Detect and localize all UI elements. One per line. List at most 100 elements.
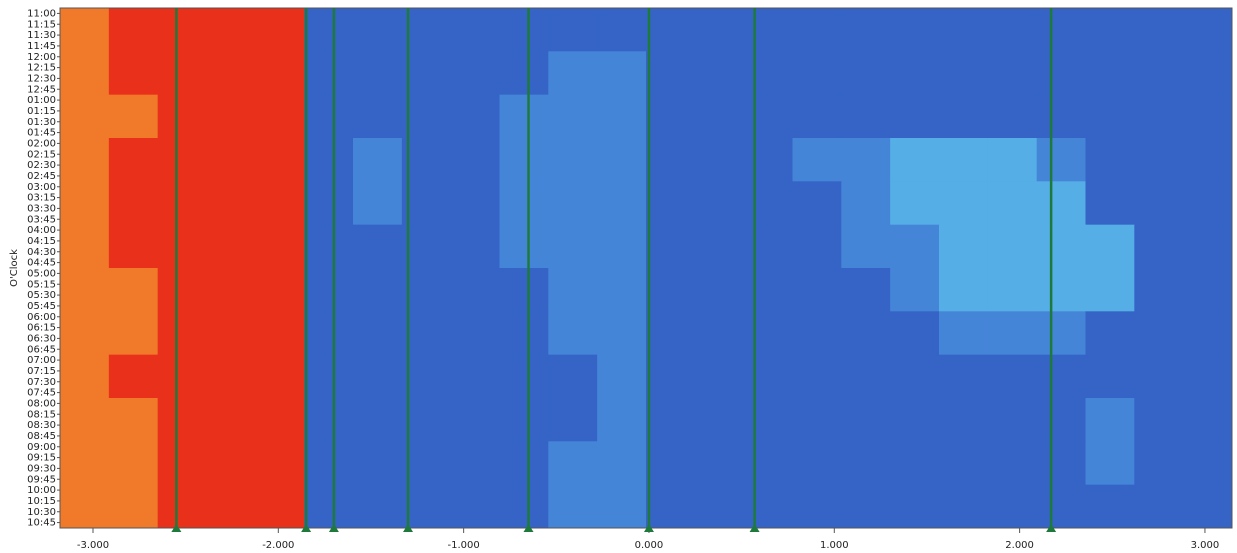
heat-cell: [793, 51, 842, 95]
heat-cell: [1037, 355, 1086, 399]
heat-cell: [1037, 181, 1086, 225]
heat-cell: [988, 51, 1037, 95]
y-tick-label: 09:00: [27, 442, 56, 453]
heat-cell: [500, 51, 549, 95]
heat-cell: [646, 51, 695, 95]
heat-cell: [60, 95, 109, 139]
heat-cell: [60, 398, 109, 442]
heat-cell: [793, 398, 842, 442]
heat-cell: [451, 51, 500, 95]
heat-cell: [744, 8, 793, 52]
heat-cell: [451, 8, 500, 52]
heat-cell: [841, 398, 890, 442]
heat-cell: [1183, 311, 1232, 355]
heat-cell: [1037, 51, 1086, 95]
heat-cell: [158, 8, 207, 52]
heat-cell: [255, 138, 304, 182]
heat-cell: [158, 311, 207, 355]
heat-cell: [1134, 8, 1183, 52]
y-tick-label: 08:45: [27, 431, 56, 442]
heat-cell: [109, 8, 158, 52]
heat-cell: [695, 441, 744, 485]
heat-cell: [60, 8, 109, 52]
heat-cell: [793, 355, 842, 399]
y-tick-label: 03:30: [27, 203, 56, 214]
heat-cell: [988, 8, 1037, 52]
heat-cell: [646, 355, 695, 399]
heat-cell: [207, 51, 256, 95]
heat-cell: [646, 138, 695, 182]
heat-cell: [1134, 398, 1183, 442]
heat-cell: [304, 441, 353, 485]
heat-cell: [939, 181, 988, 225]
y-tick-label: 01:45: [27, 128, 56, 139]
heat-cell: [353, 95, 402, 139]
heat-cell: [1037, 398, 1086, 442]
heat-cell: [646, 181, 695, 225]
y-tick-label: 05:45: [27, 301, 56, 312]
heat-cell: [1086, 8, 1135, 52]
heat-cell: [255, 181, 304, 225]
heat-cell: [890, 268, 939, 312]
y-tick-label: 06:00: [27, 312, 56, 323]
heat-cell: [451, 398, 500, 442]
heat-cell: [841, 485, 890, 529]
heat-cell: [841, 355, 890, 399]
heat-cell: [939, 398, 988, 442]
x-tick-label: -2.000: [262, 540, 294, 551]
heat-cell: [1086, 95, 1135, 139]
y-tick-label: 02:30: [27, 160, 56, 171]
heat-cell: [1037, 8, 1086, 52]
heat-cell: [500, 311, 549, 355]
heat-cell: [548, 268, 597, 312]
heat-cell: [548, 441, 597, 485]
heat-cell: [597, 181, 646, 225]
heat-cell: [841, 51, 890, 95]
heat-cell: [744, 398, 793, 442]
heat-cell: [841, 441, 890, 485]
heat-cell: [939, 95, 988, 139]
heat-cell: [500, 181, 549, 225]
heat-cell: [1183, 268, 1232, 312]
heat-cell: [646, 485, 695, 529]
y-tick-label: 11:45: [27, 41, 56, 52]
heat-cell: [597, 441, 646, 485]
heat-cell: [60, 138, 109, 182]
heat-cell: [548, 355, 597, 399]
y-tick-label: 01:15: [27, 106, 56, 117]
heat-cell: [500, 138, 549, 182]
y-tick-label: 09:15: [27, 453, 56, 464]
heat-cell: [353, 441, 402, 485]
heat-cell: [988, 95, 1037, 139]
y-tick-label: 09:30: [27, 463, 56, 474]
x-tick-label: -1.000: [448, 540, 480, 551]
chart: O'Clock 11:0011:1511:3011:4512:0012:1512…: [0, 0, 1237, 553]
heat-cell: [597, 485, 646, 529]
heat-cell: [158, 355, 207, 399]
heat-cell: [353, 311, 402, 355]
heat-cell: [353, 485, 402, 529]
heat-cell: [255, 485, 304, 529]
heat-cell: [890, 95, 939, 139]
heat-cell: [1086, 355, 1135, 399]
heat-cell: [939, 355, 988, 399]
heat-cell: [500, 268, 549, 312]
heat-cell: [1037, 311, 1086, 355]
heat-cell: [548, 485, 597, 529]
heat-cell: [255, 95, 304, 139]
heat-cell: [1134, 95, 1183, 139]
heat-cell: [695, 138, 744, 182]
y-tick-label: 10:15: [27, 496, 56, 507]
heat-cell: [988, 268, 1037, 312]
heat-cell: [353, 268, 402, 312]
heat-cell: [1037, 225, 1086, 269]
y-tick-label: 08:15: [27, 409, 56, 420]
y-tick-label: 07:30: [27, 377, 56, 388]
heat-cell: [207, 355, 256, 399]
heat-cell: [207, 398, 256, 442]
x-tick-label: 3.000: [1191, 540, 1220, 551]
heat-cell: [548, 8, 597, 52]
heat-cell: [500, 355, 549, 399]
heat-cell: [207, 181, 256, 225]
heat-cell: [158, 398, 207, 442]
